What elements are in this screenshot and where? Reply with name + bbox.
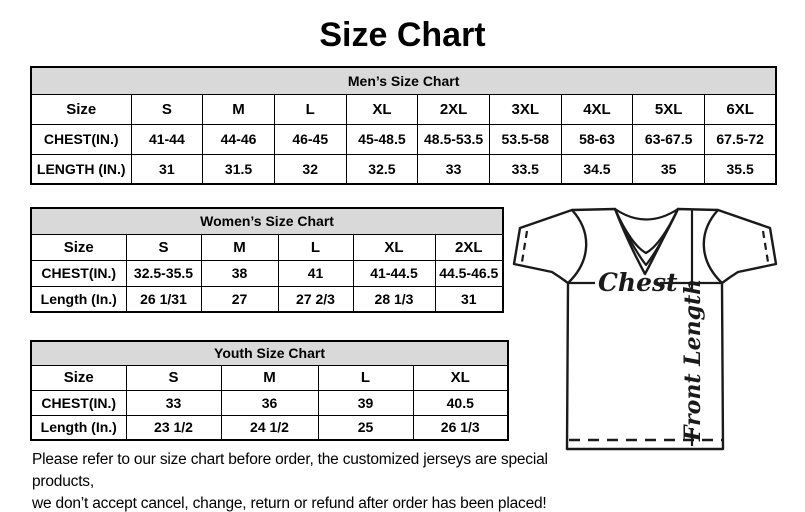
cell: 2XL — [434, 233, 504, 261]
cell: 32.5-35.5 — [125, 259, 202, 287]
cell: 35.5 — [704, 153, 777, 185]
mens-length-row-label: LENGTH (IN.) — [30, 153, 132, 185]
cell: 46-45 — [273, 123, 347, 155]
cell: 25 — [317, 414, 414, 441]
cell: 34.5 — [560, 153, 634, 185]
cell: XL — [345, 93, 419, 125]
disclaimer-line-2: we don’t accept cancel, change, return o… — [32, 495, 547, 512]
cell: L — [273, 93, 347, 125]
cell: 41-44.5 — [352, 259, 436, 287]
cell: 44.5-46.5 — [434, 259, 504, 287]
chest-measure-label: Chest — [598, 268, 678, 297]
youth-table-title: Youth Size Chart — [30, 340, 509, 366]
mens-size-row-label: Size — [30, 93, 132, 125]
cell: 31.5 — [202, 153, 275, 185]
youth-chest-row-label: CHEST(IN.) — [30, 389, 127, 416]
cell: 41 — [277, 259, 354, 287]
cell: 36 — [220, 389, 319, 416]
cell: 45-48.5 — [345, 123, 419, 155]
cell: 35 — [632, 153, 705, 185]
mens-table-title: Men’s Size Chart — [30, 66, 777, 95]
cell: 26 1/3 — [412, 414, 509, 441]
womens-size-table: Women’s Size Chart Size S M L XL 2XL CHE… — [30, 207, 505, 313]
cell: 26 1/31 — [125, 285, 202, 313]
mens-size-table: Men’s Size Chart Size S M L XL 2XL 3XL 4… — [30, 66, 778, 185]
cell: 33.5 — [488, 153, 562, 185]
cell: 3XL — [488, 93, 562, 125]
cell: 40.5 — [412, 389, 509, 416]
cell: 32.5 — [345, 153, 419, 185]
cell: 24 1/2 — [220, 414, 319, 441]
cell: 27 2/3 — [277, 285, 354, 313]
cell: 33 — [417, 153, 490, 185]
disclaimer-line-1: Please refer to our size chart before or… — [32, 451, 548, 490]
cell: 27 — [200, 285, 279, 313]
cell: 6XL — [704, 93, 777, 125]
womens-size-row-label: Size — [30, 233, 127, 261]
cell: 38 — [200, 259, 279, 287]
cell: 39 — [317, 389, 414, 416]
cell: 41-44 — [130, 123, 204, 155]
front-length-measure-label: Front Length — [680, 279, 706, 442]
mens-chest-row-label: CHEST(IN.) — [30, 123, 132, 155]
cell: XL — [412, 364, 509, 391]
womens-chest-row-label: CHEST(IN.) — [30, 259, 127, 287]
youth-size-table: Youth Size Chart Size S M L XL CHEST(IN.… — [30, 340, 509, 441]
page-title: Size Chart — [319, 16, 486, 54]
cell: 58-63 — [560, 123, 634, 155]
tshirt-outline-icon — [512, 207, 778, 451]
cell: 67.5-72 — [704, 123, 777, 155]
cell: 32 — [273, 153, 347, 185]
cell: M — [202, 93, 275, 125]
cell: 63-67.5 — [632, 123, 705, 155]
youth-length-row-label: Length (In.) — [30, 414, 127, 441]
cell: M — [200, 233, 279, 261]
cell: 31 — [434, 285, 504, 313]
cell: 4XL — [560, 93, 634, 125]
cell: 44-46 — [202, 123, 275, 155]
cell: 2XL — [417, 93, 490, 125]
cell: XL — [352, 233, 436, 261]
sleeve-cuff-dashes — [520, 230, 770, 263]
cell: 48.5-53.5 — [417, 123, 490, 155]
youth-size-row-label: Size — [30, 364, 127, 391]
tshirt-measurement-diagram: Chest Front Length — [512, 197, 798, 455]
cell: 53.5-58 — [488, 123, 562, 155]
cell: L — [317, 364, 414, 391]
disclaimer-text: Please refer to our size chart before or… — [32, 449, 557, 512]
cell: S — [125, 233, 202, 261]
front-length-label-backing — [679, 292, 706, 428]
cell: 33 — [125, 389, 222, 416]
cell: 31 — [130, 153, 204, 185]
cell: 23 1/2 — [125, 414, 222, 441]
cell: M — [220, 364, 319, 391]
womens-length-row-label: Length (In.) — [30, 285, 127, 313]
cell: 28 1/3 — [352, 285, 436, 313]
cell: S — [130, 93, 204, 125]
cell: 5XL — [632, 93, 705, 125]
cell: L — [277, 233, 354, 261]
womens-table-title: Women’s Size Chart — [30, 207, 504, 235]
cell: S — [125, 364, 222, 391]
